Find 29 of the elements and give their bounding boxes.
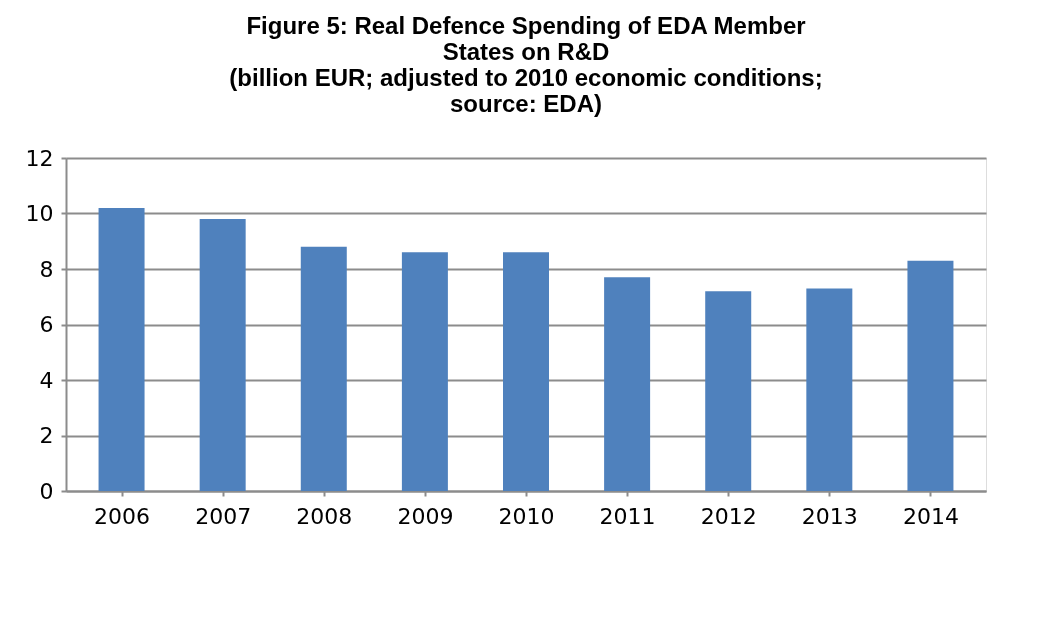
text: source: EDA) (449, 90, 603, 117)
bar (503, 252, 549, 491)
y-tick-label: 10 (25, 201, 54, 226)
y-tick-label: 2 (39, 423, 54, 448)
x-tick-label: 2013 (801, 503, 858, 529)
x-tick-label: 2012 (700, 503, 757, 529)
x-tick-label: 2007 (195, 503, 252, 529)
bar (806, 288, 853, 491)
y-tick-label: 8 (39, 256, 54, 282)
bar (199, 219, 246, 491)
text: Figure 5: Real Defence Spending of EDA Member (246, 12, 806, 39)
x-tick-label: 2011 (599, 503, 656, 529)
x-tick-label: 2006 (94, 503, 151, 529)
x-tick-label: 2009 (397, 503, 454, 529)
bar (300, 246, 347, 491)
text: (billion EUR; adjusted to 2010 economic conditions; (229, 64, 823, 91)
y-tick-label: 6 (39, 312, 54, 337)
y-tick-label: 4 (39, 367, 54, 393)
text: States on R&D (442, 38, 610, 65)
x-tick-label: 2010 (498, 503, 555, 529)
x-tick-label: 2008 (296, 503, 353, 529)
y-tick-label: 0 (39, 478, 54, 504)
bar (907, 260, 954, 491)
bar (98, 207, 145, 491)
bar (604, 277, 651, 491)
x-tick-label: 2014 (902, 503, 959, 529)
bar (401, 252, 448, 491)
bar (705, 291, 752, 491)
y-tick-label: 12 (25, 145, 54, 171)
